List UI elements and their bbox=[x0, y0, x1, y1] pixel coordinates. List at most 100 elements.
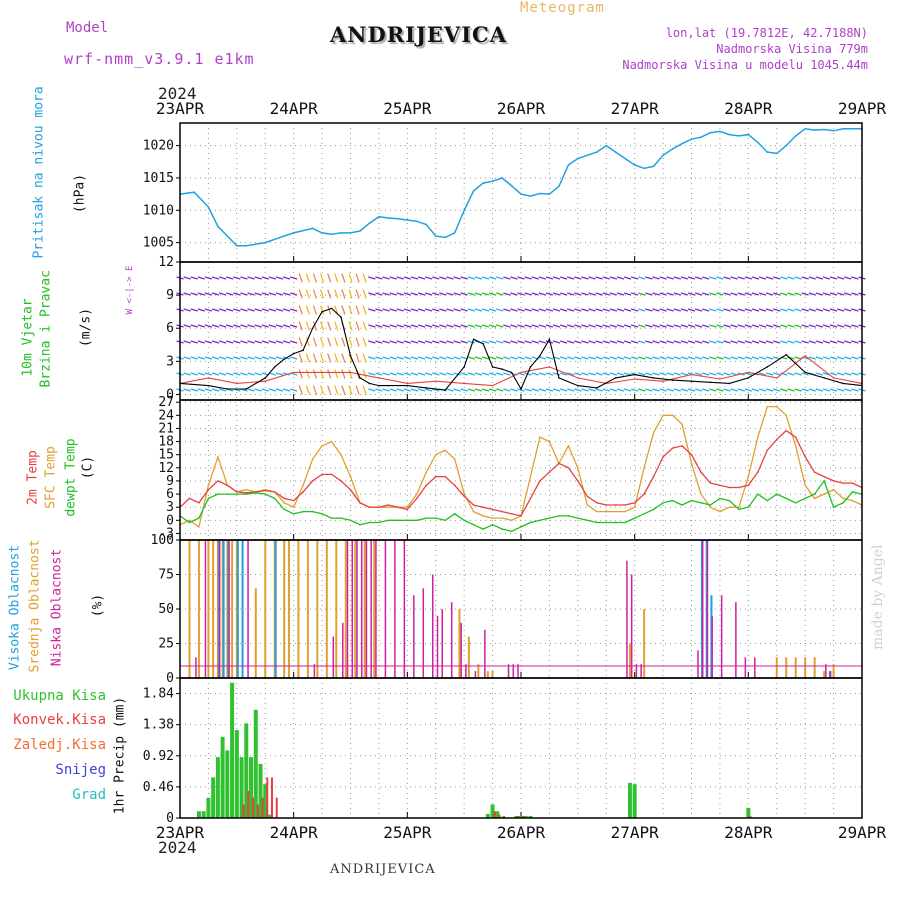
wind-arrow bbox=[403, 356, 411, 360]
y-tick-label: 12 bbox=[158, 461, 174, 476]
wind-arrow bbox=[496, 340, 504, 344]
legend-total-rain: Ukupna Kisa bbox=[13, 688, 106, 704]
wind-arrow bbox=[282, 388, 291, 392]
wind-arrow bbox=[837, 356, 845, 360]
dewpoint-line-point bbox=[690, 499, 693, 502]
wind-arrow bbox=[204, 292, 213, 296]
temp-2m-line-point bbox=[368, 506, 371, 508]
wind-speed-line-point bbox=[463, 366, 465, 368]
wind-arrow bbox=[595, 308, 603, 312]
wind-arrow bbox=[247, 340, 255, 344]
wind-arrow bbox=[545, 324, 554, 328]
temp-2m-line-point bbox=[245, 491, 248, 494]
wind-arrow bbox=[581, 340, 589, 344]
temp-2m-line-point bbox=[463, 495, 465, 498]
wind-arrow bbox=[446, 308, 454, 312]
sfc-temp-line-point bbox=[633, 506, 636, 508]
total-rain-bar bbox=[632, 784, 637, 818]
wind-arrow bbox=[233, 308, 241, 312]
total-rain-bar bbox=[627, 782, 632, 818]
wind-arrow bbox=[211, 356, 220, 360]
wind-arrow bbox=[680, 324, 689, 328]
wind-speed-line-point bbox=[444, 389, 447, 391]
wind-speed-line-point bbox=[614, 377, 617, 379]
pressure-line-point bbox=[624, 157, 626, 160]
wind-arrow bbox=[268, 276, 277, 280]
wind-arrow bbox=[659, 356, 667, 360]
wind-speed-line-point bbox=[387, 384, 390, 387]
wind-arrow bbox=[687, 292, 696, 296]
wind-arrow bbox=[432, 308, 440, 312]
wind-arrow bbox=[382, 372, 390, 376]
y-tick-label: 0 bbox=[166, 671, 174, 686]
wind-arrow bbox=[609, 276, 618, 280]
y-tick-label: 1020 bbox=[143, 139, 174, 154]
wind-arrow bbox=[574, 308, 582, 312]
wind-arrow bbox=[609, 340, 618, 344]
wind-arrow bbox=[616, 372, 625, 376]
wind-arrow bbox=[261, 324, 269, 328]
wind-arrow bbox=[453, 388, 461, 392]
wind-arrow bbox=[446, 388, 454, 392]
wind-arrow bbox=[574, 324, 582, 328]
temp-2m-line-point bbox=[775, 438, 778, 441]
wind-arrow bbox=[233, 324, 241, 328]
wind-arrow bbox=[780, 340, 788, 344]
convective-rain-bar bbox=[522, 815, 524, 818]
wind-arrow bbox=[623, 308, 632, 312]
wind-arrow bbox=[723, 324, 731, 328]
wind-arrow bbox=[439, 372, 447, 376]
wind-arrow bbox=[652, 324, 660, 328]
sfc-temp-line-point bbox=[851, 499, 854, 502]
low-cloud-bar bbox=[346, 540, 349, 678]
wind-arrow bbox=[559, 308, 568, 312]
wind-speed-line-point bbox=[652, 377, 655, 379]
wind-arrow bbox=[467, 372, 475, 376]
wind-arrow bbox=[396, 372, 404, 376]
wind-arrow bbox=[673, 340, 681, 344]
pressure-line-point bbox=[453, 232, 456, 234]
wind-arrow bbox=[552, 388, 561, 392]
temp-2m-line-point bbox=[453, 484, 456, 487]
sfc-temp-line-point bbox=[548, 440, 551, 443]
pressure-line-point bbox=[605, 144, 608, 147]
wind-arrow bbox=[305, 305, 310, 315]
wind-arrow bbox=[467, 276, 475, 280]
wind-speed-line-point bbox=[671, 379, 674, 381]
pressure-line-point bbox=[236, 245, 238, 247]
date-label-bottom: 24APR bbox=[270, 823, 319, 842]
total-rain-bar bbox=[239, 757, 244, 818]
low-cloud-bar bbox=[507, 664, 510, 678]
sfc-temp-line-point bbox=[595, 510, 598, 513]
wind-arrow bbox=[348, 321, 353, 331]
wind-arrow bbox=[403, 340, 411, 344]
wind-arrow bbox=[355, 353, 360, 363]
wind-arrow bbox=[424, 276, 433, 280]
low-cloud-bar bbox=[375, 540, 377, 678]
dewpoint-line-point bbox=[311, 510, 314, 513]
total-rain-bar bbox=[267, 814, 272, 818]
dewpoint-line-point bbox=[709, 504, 712, 506]
wind-arrow bbox=[503, 292, 511, 296]
wind-gust-line-point bbox=[719, 378, 721, 380]
wind-arrow bbox=[631, 356, 639, 360]
total-rain-bar bbox=[211, 777, 216, 818]
wind-arrow bbox=[355, 273, 360, 283]
wind-arrow bbox=[389, 356, 397, 360]
pressure-line-point bbox=[387, 217, 390, 219]
wind-arrow bbox=[403, 372, 411, 376]
wind-arrow bbox=[773, 308, 781, 312]
wind-arrow bbox=[247, 356, 255, 360]
low-cloud-bar bbox=[474, 671, 477, 678]
sfc-temp-line-point bbox=[690, 462, 693, 465]
wind-arrow bbox=[226, 324, 234, 328]
wind-arrow bbox=[801, 308, 809, 312]
low-cloud-bar bbox=[195, 657, 197, 678]
sfc-temp-line-point bbox=[766, 405, 769, 408]
wind-arrow bbox=[424, 340, 433, 344]
wind-arrow bbox=[503, 356, 511, 360]
pressure-line-point bbox=[558, 185, 560, 188]
wind-arrow bbox=[305, 385, 310, 395]
wind-arrow bbox=[382, 308, 390, 312]
wind-arrow bbox=[410, 356, 419, 360]
